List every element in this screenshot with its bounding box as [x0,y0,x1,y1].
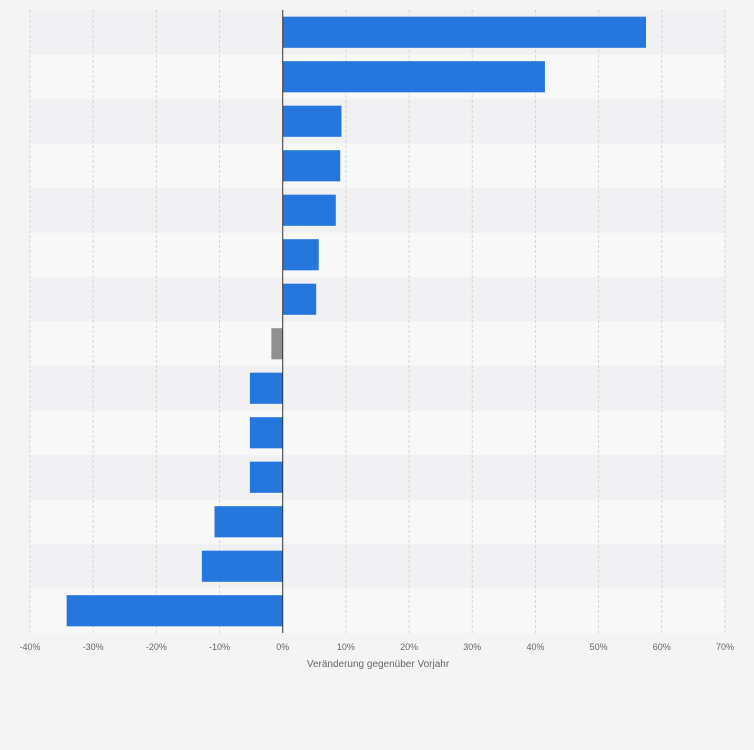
x-tick-label: 10% [337,642,355,652]
x-tick-label: -40% [19,642,40,652]
row-band [30,321,725,366]
x-tick-label: 30% [463,642,481,652]
row-band [30,277,725,322]
bar [249,417,283,449]
x-tick-label: -20% [146,642,167,652]
row-bands [30,10,725,633]
x-tick-label: 50% [590,642,608,652]
bar [282,150,341,182]
bar [249,372,283,404]
bar [282,283,317,315]
bar [282,105,342,137]
bar [271,328,283,360]
bar [282,16,647,48]
row-band [30,188,725,233]
bar [66,595,283,627]
x-tick-label: 0% [276,642,289,652]
bar [282,61,545,93]
bars [66,16,647,627]
x-tick-label: 20% [400,642,418,652]
bar [249,461,283,493]
x-tick-label: -10% [209,642,230,652]
row-band [30,143,725,188]
bar [282,239,319,271]
bar [201,550,283,582]
x-tick-labels: -40% -30% -20% -10% 0% 10% 20% 30% 40% 50% 60% 70% [19,642,734,652]
row-band [30,232,725,277]
row-band [30,366,725,411]
row-band [30,544,725,589]
row-band [30,499,725,544]
gridlines [29,10,726,633]
row-band [30,455,725,500]
x-tick-label: 40% [526,642,544,652]
bar [282,194,336,226]
row-band [30,99,725,144]
x-axis-label: Veränderung gegenüber Vorjahr [307,659,450,670]
x-tick-label: 70% [716,642,734,652]
bar [214,506,283,538]
x-tick-label: -30% [83,642,104,652]
x-tick-label: 60% [653,642,671,652]
row-band [30,410,725,455]
